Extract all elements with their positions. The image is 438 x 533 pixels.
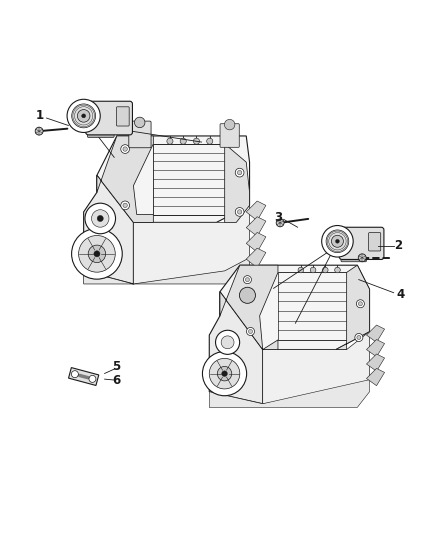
Polygon shape bbox=[84, 175, 134, 284]
Polygon shape bbox=[246, 201, 266, 221]
FancyBboxPatch shape bbox=[117, 107, 129, 126]
Circle shape bbox=[209, 358, 240, 389]
Circle shape bbox=[180, 138, 186, 144]
Polygon shape bbox=[225, 144, 250, 222]
Circle shape bbox=[71, 370, 78, 378]
FancyBboxPatch shape bbox=[88, 130, 114, 138]
FancyBboxPatch shape bbox=[339, 227, 384, 260]
Circle shape bbox=[71, 229, 122, 279]
Circle shape bbox=[248, 329, 252, 334]
Circle shape bbox=[167, 138, 173, 144]
Circle shape bbox=[358, 302, 362, 306]
Circle shape bbox=[85, 203, 116, 234]
Circle shape bbox=[215, 330, 240, 354]
Text: 4: 4 bbox=[396, 288, 404, 301]
Circle shape bbox=[121, 201, 130, 210]
FancyBboxPatch shape bbox=[369, 232, 381, 251]
Circle shape bbox=[247, 327, 254, 335]
Circle shape bbox=[217, 366, 232, 381]
Circle shape bbox=[326, 230, 349, 253]
Circle shape bbox=[310, 267, 316, 273]
Circle shape bbox=[355, 334, 363, 342]
Circle shape bbox=[207, 138, 213, 144]
Circle shape bbox=[194, 138, 200, 144]
Circle shape bbox=[335, 267, 340, 273]
FancyBboxPatch shape bbox=[86, 101, 132, 135]
Circle shape bbox=[237, 171, 242, 175]
Text: 6: 6 bbox=[112, 374, 120, 387]
Circle shape bbox=[89, 375, 96, 382]
Polygon shape bbox=[246, 232, 266, 252]
Circle shape bbox=[276, 219, 284, 227]
Circle shape bbox=[235, 168, 244, 177]
Circle shape bbox=[88, 245, 106, 263]
Circle shape bbox=[237, 210, 242, 214]
Circle shape bbox=[78, 110, 90, 122]
Circle shape bbox=[298, 267, 304, 273]
Bar bbox=[278, 272, 346, 340]
Circle shape bbox=[134, 117, 145, 128]
Circle shape bbox=[94, 251, 100, 257]
Circle shape bbox=[321, 225, 353, 257]
Circle shape bbox=[235, 207, 244, 216]
Circle shape bbox=[67, 99, 100, 133]
Polygon shape bbox=[367, 340, 385, 357]
Polygon shape bbox=[84, 258, 250, 284]
Polygon shape bbox=[97, 136, 153, 222]
FancyBboxPatch shape bbox=[129, 121, 151, 148]
Polygon shape bbox=[367, 325, 385, 342]
Circle shape bbox=[221, 336, 234, 349]
Circle shape bbox=[357, 300, 364, 308]
Polygon shape bbox=[367, 354, 385, 371]
Polygon shape bbox=[68, 368, 99, 385]
Circle shape bbox=[332, 235, 343, 247]
Polygon shape bbox=[209, 292, 263, 404]
FancyBboxPatch shape bbox=[220, 124, 239, 147]
Circle shape bbox=[78, 236, 115, 272]
Circle shape bbox=[222, 371, 227, 376]
Circle shape bbox=[92, 210, 109, 227]
Polygon shape bbox=[134, 205, 250, 284]
Polygon shape bbox=[336, 265, 370, 350]
Polygon shape bbox=[246, 217, 266, 236]
Circle shape bbox=[202, 352, 247, 395]
Circle shape bbox=[123, 147, 127, 151]
FancyBboxPatch shape bbox=[341, 255, 367, 262]
Polygon shape bbox=[97, 136, 250, 222]
Text: 1: 1 bbox=[36, 109, 44, 123]
Circle shape bbox=[224, 119, 235, 130]
Circle shape bbox=[245, 278, 249, 281]
Text: 5: 5 bbox=[112, 360, 120, 373]
Circle shape bbox=[97, 215, 103, 222]
Circle shape bbox=[357, 335, 361, 340]
Circle shape bbox=[72, 104, 95, 128]
Polygon shape bbox=[220, 265, 278, 350]
Polygon shape bbox=[263, 332, 370, 404]
Circle shape bbox=[322, 267, 328, 273]
Circle shape bbox=[35, 127, 43, 135]
Polygon shape bbox=[367, 368, 385, 386]
Circle shape bbox=[244, 276, 251, 284]
Text: 3: 3 bbox=[274, 211, 282, 224]
Circle shape bbox=[240, 287, 255, 303]
Circle shape bbox=[81, 114, 86, 118]
Polygon shape bbox=[220, 265, 370, 350]
Circle shape bbox=[336, 239, 339, 243]
Circle shape bbox=[358, 254, 366, 262]
Circle shape bbox=[121, 144, 130, 154]
Polygon shape bbox=[209, 379, 370, 407]
Circle shape bbox=[123, 203, 127, 207]
Polygon shape bbox=[246, 248, 266, 268]
Text: 2: 2 bbox=[394, 239, 402, 252]
